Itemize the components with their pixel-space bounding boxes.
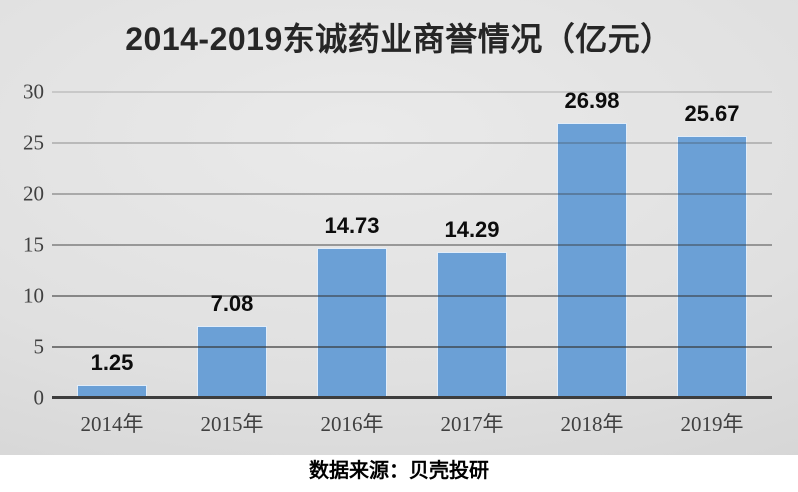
bar-value-label: 26.98 xyxy=(564,87,620,113)
y-tick-label: 0 xyxy=(33,385,45,410)
y-tick-label: 10 xyxy=(23,283,44,308)
chart-background: 2014-2019东诚药业商誉情况（亿元） 0 5 10 15 20 25 30 1.25 7… xyxy=(0,0,798,455)
gridline xyxy=(52,193,772,195)
bar-2015年 xyxy=(197,325,267,398)
bar-value-label: 25.67 xyxy=(684,101,740,127)
x-axis: 2014年 2015年 2016年 2017年 2018年 2019年 xyxy=(52,408,772,442)
y-tick-label: 30 xyxy=(23,79,44,104)
y-axis: 0 5 10 15 20 25 30 xyxy=(0,80,45,410)
x-tick-label: 2016年 xyxy=(320,412,384,436)
x-tick-label: 2017年 xyxy=(440,412,504,436)
bar-2018年 xyxy=(557,122,627,398)
gridline xyxy=(52,346,772,348)
gridline xyxy=(52,244,772,246)
gridline xyxy=(52,91,772,93)
y-tick-label: 5 xyxy=(33,334,45,359)
gridline xyxy=(52,142,772,144)
y-tick-label: 20 xyxy=(23,181,44,206)
bar-2019年 xyxy=(677,136,747,398)
y-tick-label: 15 xyxy=(23,232,44,257)
bar-2017年 xyxy=(437,252,507,398)
x-tick-label: 2019年 xyxy=(680,412,744,436)
x-tick-label: 2015年 xyxy=(200,412,264,436)
chart-title: 2014-2019东诚药业商誉情况（亿元） xyxy=(125,21,673,57)
bar-2016年 xyxy=(317,247,387,398)
bar-2014年 xyxy=(77,385,147,398)
gridline xyxy=(52,295,772,297)
x-tick-label: 2018年 xyxy=(560,412,624,436)
bar-value-label: 7.08 xyxy=(210,290,254,316)
y-tick-label: 25 xyxy=(23,130,44,155)
x-axis-line xyxy=(52,396,772,399)
source-note: 数据来源：贝壳投研 xyxy=(309,460,489,482)
plot-area: 1.25 7.08 14.73 14.29 26.98 25.67 xyxy=(52,87,772,399)
bar-value-label: 14.73 xyxy=(324,212,380,238)
bar-value-label: 14.29 xyxy=(444,217,500,243)
bar-value-label: 1.25 xyxy=(90,350,134,376)
x-tick-label: 2014年 xyxy=(80,412,144,436)
